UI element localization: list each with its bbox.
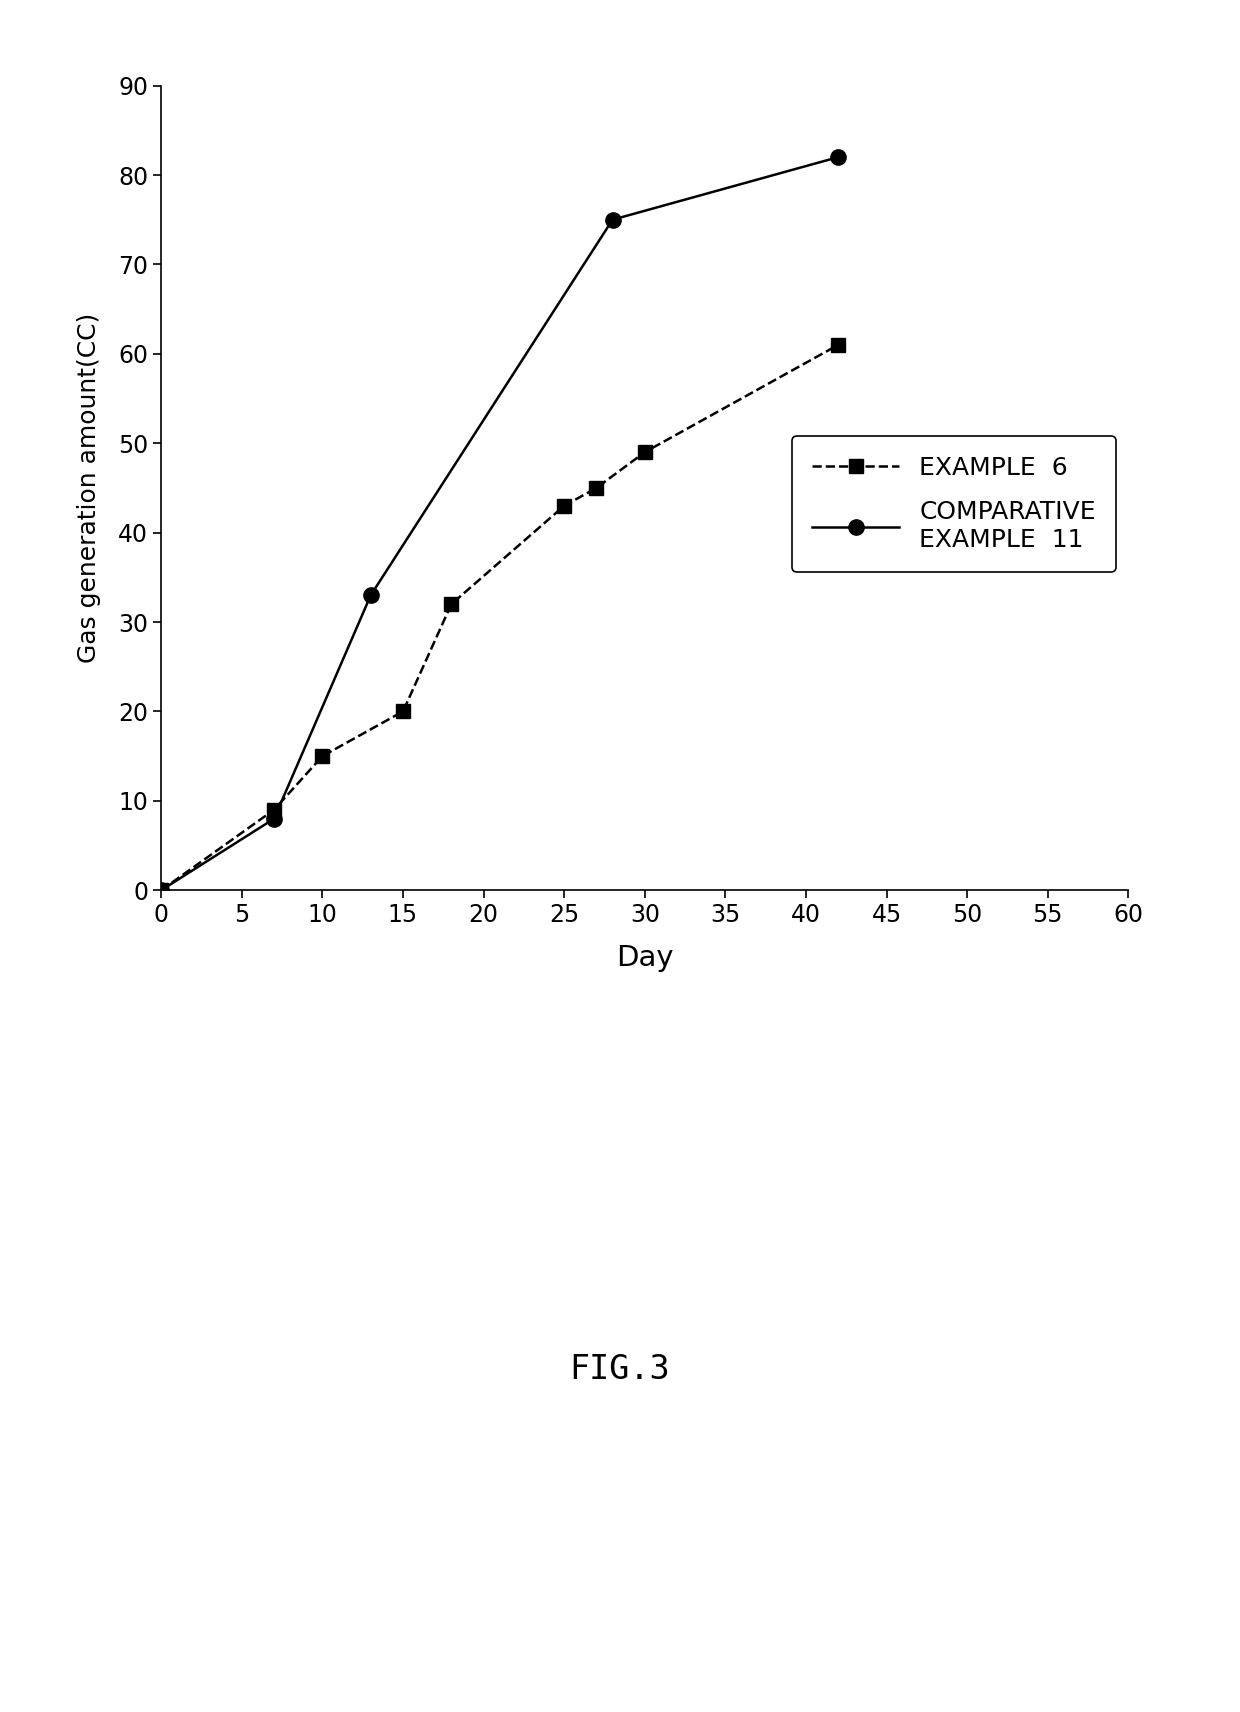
COMPARATIVE
EXAMPLE  11: [154, 880, 169, 901]
EXAMPLE  6: [557, 495, 572, 515]
COMPARATIVE
EXAMPLE  11: [605, 209, 620, 229]
EXAMPLE  6: [637, 442, 652, 462]
COMPARATIVE
EXAMPLE  11: [363, 586, 378, 606]
EXAMPLE  6: [831, 334, 846, 354]
EXAMPLE  6: [315, 746, 330, 767]
EXAMPLE  6: [444, 594, 459, 615]
COMPARATIVE
EXAMPLE  11: [267, 808, 281, 829]
X-axis label: Day: Day: [616, 943, 673, 972]
Y-axis label: Gas generation amount(CC): Gas generation amount(CC): [77, 313, 102, 663]
EXAMPLE  6: [589, 478, 604, 498]
Line: COMPARATIVE
EXAMPLE  11: COMPARATIVE EXAMPLE 11: [154, 149, 846, 897]
Line: EXAMPLE  6: EXAMPLE 6: [154, 337, 846, 897]
Text: FIG.3: FIG.3: [569, 1352, 671, 1387]
EXAMPLE  6: [154, 880, 169, 901]
EXAMPLE  6: [267, 800, 281, 820]
Legend: EXAMPLE  6, COMPARATIVE
EXAMPLE  11: EXAMPLE 6, COMPARATIVE EXAMPLE 11: [792, 437, 1116, 572]
COMPARATIVE
EXAMPLE  11: [831, 147, 846, 168]
EXAMPLE  6: [396, 702, 410, 722]
